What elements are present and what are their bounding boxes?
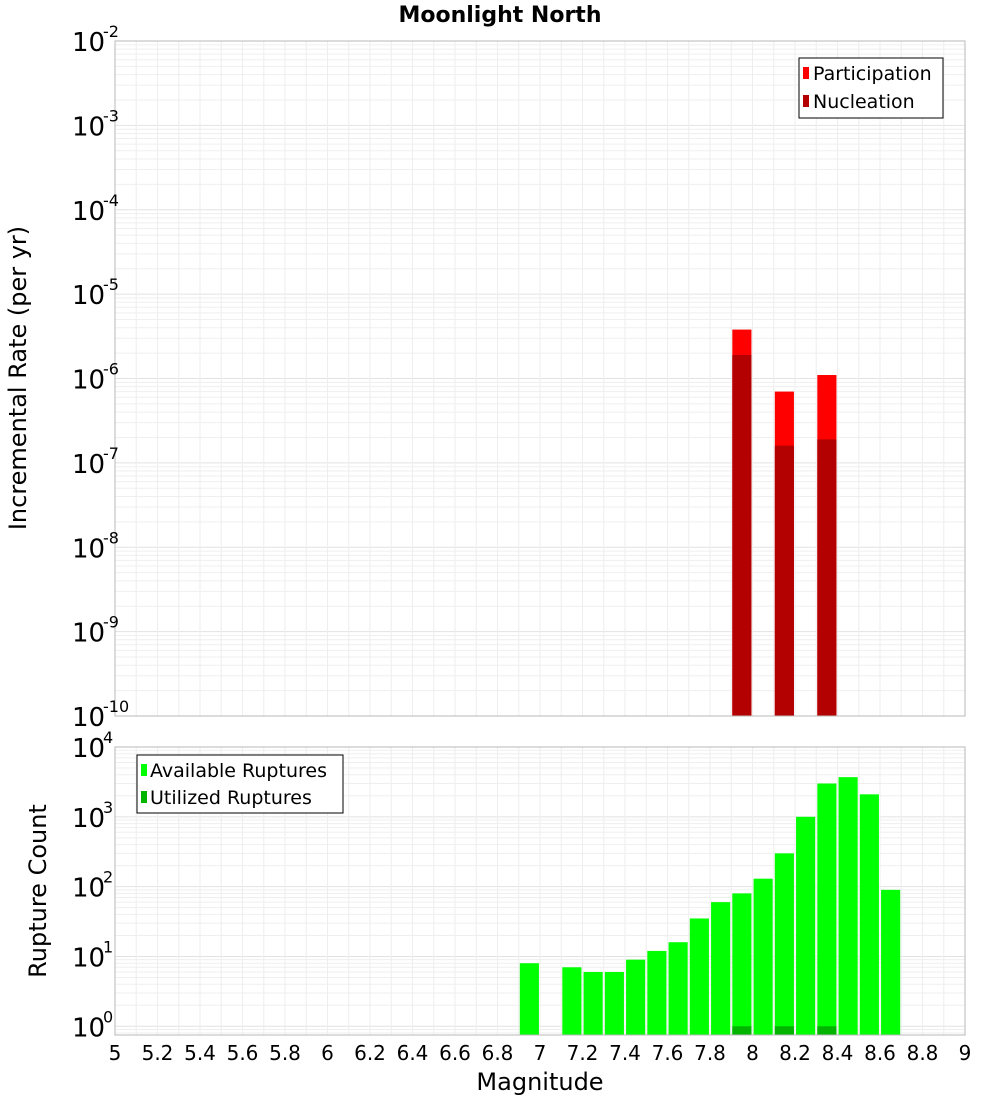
- y-tick-exponent: -7: [103, 444, 119, 463]
- x-axis-label: Magnitude: [476, 1068, 603, 1096]
- x-tick-label: 6.6: [439, 1041, 471, 1065]
- y-tick-exponent: -3: [103, 106, 119, 125]
- legend-label-utilized: Utilized Ruptures: [150, 787, 312, 809]
- x-tick-label: 5: [109, 1041, 122, 1065]
- y-tick-label: 10: [72, 534, 105, 564]
- x-tick-label: 6.8: [482, 1041, 514, 1065]
- top-legend: Participation Nucleation: [798, 57, 944, 119]
- x-tick-label: 7.2: [567, 1041, 599, 1065]
- y-tick-label: 10: [72, 112, 105, 142]
- bar-available-ruptures: [774, 853, 794, 1035]
- y-tick-exponent: -8: [103, 528, 119, 547]
- y-tick-label: 10: [72, 874, 105, 904]
- y-tick-label: 10: [72, 804, 105, 834]
- y-tick-exponent: -10: [103, 697, 129, 716]
- y-tick-label: 10: [72, 450, 105, 480]
- bar-available-ruptures: [562, 967, 582, 1035]
- y-tick-label: 10: [72, 197, 105, 227]
- y-tick-exponent: -6: [103, 360, 119, 379]
- bar-available-ruptures: [668, 942, 688, 1035]
- bar-utilized-ruptures: [732, 1026, 752, 1035]
- bar-available-ruptures: [583, 971, 603, 1035]
- y-tick-exponent: -2: [103, 22, 119, 41]
- bottom-legend-box: [136, 754, 344, 814]
- bottom-legend: Available Ruptures Utilized Ruptures: [136, 754, 344, 814]
- x-tick-label: 9: [959, 1041, 972, 1065]
- y-tick-label: 10: [72, 366, 105, 396]
- x-tick-label: 6.2: [354, 1041, 386, 1065]
- top-bars: [732, 329, 837, 716]
- x-tick-label: 8.6: [864, 1041, 896, 1065]
- bar-available-ruptures: [796, 816, 816, 1035]
- bar-available-ruptures: [838, 777, 858, 1035]
- x-tick-label: 7: [534, 1041, 547, 1065]
- y-tick-label: 10: [72, 28, 105, 58]
- y-tick-label: 10: [72, 619, 105, 649]
- bar-available-ruptures: [647, 950, 667, 1035]
- legend-label-participation: Participation: [813, 63, 932, 85]
- bar-available-ruptures: [711, 902, 731, 1035]
- y-tick-exponent: 4: [103, 728, 113, 747]
- bar-utilized-ruptures: [817, 1026, 837, 1035]
- legend-swatch-participation: [803, 67, 809, 79]
- y-tick-exponent: 2: [103, 868, 113, 887]
- bar-available-ruptures: [859, 794, 879, 1035]
- x-tick-label: 5.8: [269, 1041, 301, 1065]
- legend-swatch-utilized: [141, 791, 147, 803]
- bar-available-ruptures: [689, 918, 709, 1035]
- x-tick-label: 8.2: [779, 1041, 811, 1065]
- y-tick-exponent: -5: [103, 275, 119, 294]
- top-legend-box: [798, 57, 944, 119]
- chart-title: Moonlight North: [398, 3, 601, 28]
- legend-label-nucleation: Nucleation: [813, 91, 915, 113]
- bar-utilized-ruptures: [774, 1026, 794, 1035]
- x-tick-labels: 5 5.2 5.4 5.6 5.8 6 6.2 6.4 6.6 6.8 7 7.2 7.4 7.6 7.8 8…: [109, 1041, 972, 1065]
- x-tick-label: 8.8: [907, 1041, 939, 1065]
- bottom-bars: [519, 777, 901, 1035]
- top-y-axis-label: Incremental Rate (per yr): [4, 226, 32, 530]
- x-tick-label: 8.4: [822, 1041, 854, 1065]
- y-tick-exponent: 0: [103, 1007, 113, 1026]
- y-tick-exponent: 3: [103, 798, 113, 817]
- x-tick-label: 5.6: [227, 1041, 259, 1065]
- y-tick-exponent: -9: [103, 613, 119, 632]
- x-tick-label: 6.4: [397, 1041, 429, 1065]
- x-tick-label: 7.6: [652, 1041, 684, 1065]
- bar-nucleation: [817, 439, 837, 716]
- y-tick-label: 10: [72, 734, 105, 764]
- bar-nucleation: [774, 445, 794, 716]
- x-tick-label: 5.4: [184, 1041, 216, 1065]
- x-tick-label: 7.8: [694, 1041, 726, 1065]
- bar-available-ruptures: [604, 971, 624, 1035]
- bar-available-ruptures: [626, 959, 646, 1035]
- bar-available-ruptures: [817, 783, 837, 1035]
- legend-label-available: Available Ruptures: [150, 760, 327, 782]
- x-tick-label: 7.4: [609, 1041, 641, 1065]
- y-tick-label: 10: [72, 1013, 105, 1043]
- bottom-plot-border: [114, 746, 966, 1036]
- legend-swatch-nucleation: [803, 95, 809, 107]
- bar-available-ruptures: [881, 889, 901, 1035]
- bar-nucleation: [732, 354, 752, 716]
- x-tick-label: 6: [321, 1041, 334, 1065]
- top-plot-border: [114, 40, 966, 717]
- legend-swatch-available: [141, 764, 147, 776]
- bar-available-ruptures: [732, 893, 752, 1035]
- y-tick-label: 10: [72, 703, 105, 733]
- y-tick-exponent: 1: [103, 937, 113, 956]
- bar-available-ruptures: [753, 878, 773, 1035]
- x-tick-label: 8: [746, 1041, 759, 1065]
- bottom-y-axis-label: Rupture Count: [24, 804, 52, 978]
- y-tick-exponent: -4: [103, 191, 119, 210]
- bar-available-ruptures: [519, 963, 539, 1035]
- y-tick-label: 10: [72, 281, 105, 311]
- top-grid: [114, 40, 966, 717]
- x-tick-label: 5.2: [142, 1041, 174, 1065]
- y-tick-label: 10: [72, 943, 105, 973]
